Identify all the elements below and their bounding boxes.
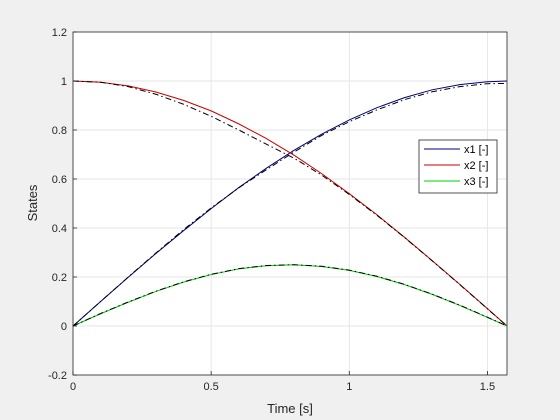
- x-tick-label: 1: [346, 381, 352, 393]
- axes-box: [72, 31, 508, 376]
- legend-label-x3: x3 [-]: [464, 176, 488, 188]
- ticks: 0 0.5 1 1.5-0.200.20.40.60.811.2: [48, 27, 495, 393]
- x-tick-label: 1.5: [480, 381, 495, 393]
- reference-line-2: [72, 80, 508, 327]
- y-tick-label: 1: [61, 76, 67, 88]
- y-tick-label: 0.4: [52, 223, 67, 235]
- y-tick-label: -0.2: [48, 370, 67, 382]
- reference-line-1: [72, 82, 508, 327]
- legend: x1 [-] x2 [-] x3 [-]: [418, 139, 498, 194]
- x-tick-label: 0.5: [203, 381, 218, 393]
- y-axis-label: States: [25, 184, 40, 221]
- plot-area: [73, 32, 507, 375]
- legend-label-x2: x2 [-]: [464, 160, 488, 172]
- series-layer: [72, 80, 508, 327]
- y-tick-label: 1.2: [52, 27, 67, 39]
- reference-line-3: [72, 264, 508, 327]
- legend-label-x1: x1 [-]: [464, 144, 488, 156]
- x-tick-label: 0: [70, 381, 76, 393]
- x-axis-label: Time [s]: [267, 401, 313, 416]
- y-tick-label: 0.8: [52, 125, 67, 137]
- y-tick-label: 0: [61, 321, 67, 333]
- y-tick-label: 0.6: [52, 174, 67, 186]
- y-tick-label: 0.2: [52, 272, 67, 284]
